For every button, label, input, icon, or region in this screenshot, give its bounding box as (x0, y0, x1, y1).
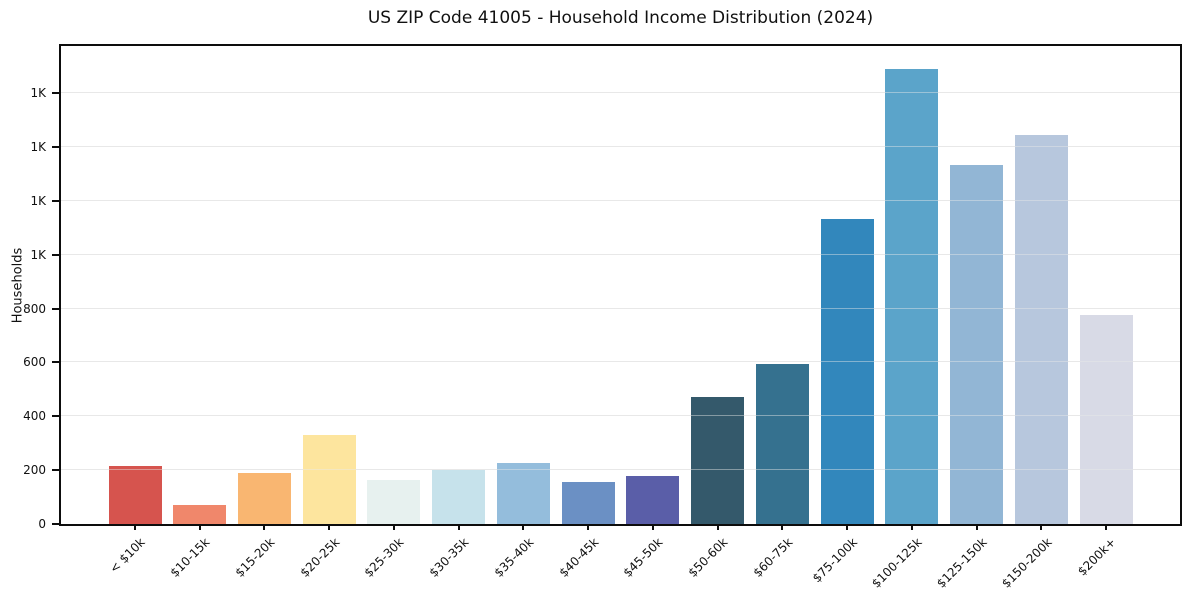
gridline (61, 92, 1180, 94)
x-tick-label: $20-25k (297, 535, 343, 580)
bar (885, 69, 939, 524)
gridline (61, 469, 1180, 471)
x-tick-label: $150-200k (998, 535, 1055, 590)
x-tick-label: $200k+ (1075, 535, 1119, 579)
x-tick-mark (651, 524, 654, 530)
bar (691, 397, 745, 524)
bar (108, 466, 162, 524)
gridline-overlay (61, 361, 1180, 363)
y-axis-label: Households (10, 247, 26, 324)
bar (173, 505, 227, 524)
gridline (61, 253, 1180, 255)
x-tick-mark (328, 524, 331, 530)
x-tick-mark (457, 524, 460, 530)
bar (820, 218, 874, 524)
gridline-overlay (61, 307, 1180, 309)
y-tick-mark (52, 92, 59, 95)
x-tick-label: $60-75k (750, 535, 796, 580)
y-tick-mark (52, 523, 59, 525)
bar (302, 435, 356, 524)
bar (432, 469, 486, 524)
bar (1014, 135, 1068, 524)
x-tick-label: $100-125k (869, 535, 925, 590)
y-tick-mark (52, 469, 59, 472)
bar (1079, 315, 1133, 524)
gridline-overlay (61, 199, 1180, 201)
x-tick-label: < $10k (107, 535, 148, 576)
y-tick-mark (52, 145, 59, 148)
x-tick-mark (781, 524, 784, 530)
gridline-overlay (61, 415, 1180, 417)
bar (626, 475, 680, 524)
x-tick-label: $25-30k (361, 535, 407, 580)
x-tick-mark (975, 524, 978, 530)
x-tick-label: $125-150k (933, 535, 990, 590)
y-tick-mark (52, 415, 59, 418)
bar (755, 364, 809, 524)
x-tick-mark (198, 524, 201, 530)
y-tick-mark (52, 361, 59, 364)
x-tick-label: $50-60k (685, 535, 731, 580)
x-tick-mark (263, 524, 266, 530)
y-tick-mark (52, 307, 59, 310)
gridline (61, 307, 1180, 309)
gridline-overlay (61, 469, 1180, 471)
x-tick-label: $15-20k (232, 535, 278, 580)
x-tick-label: $40-45k (556, 535, 602, 580)
gridline (61, 415, 1180, 417)
gridline (61, 146, 1180, 147)
y-tick-label: 0 (38, 517, 46, 531)
chart-title: US ZIP Code 41005 - Household Income Dis… (367, 8, 874, 28)
x-tick-label: $10-15k (167, 535, 213, 580)
gridline-overlay (61, 146, 1180, 147)
y-tick-label: 200 (23, 463, 46, 478)
y-tick-label: 1K (30, 193, 46, 208)
y-tick-mark (52, 199, 59, 202)
gridline-overlay (61, 92, 1180, 94)
x-tick-mark (910, 524, 913, 530)
bar (496, 462, 550, 524)
x-tick-mark (1040, 524, 1043, 530)
bar (237, 472, 291, 524)
y-tick-label: 600 (23, 355, 46, 370)
x-tick-label: $35-40k (491, 535, 537, 580)
x-tick-mark (846, 524, 849, 530)
x-tick-label: $45-50k (620, 535, 666, 580)
x-tick-mark (587, 524, 590, 530)
y-tick-label: 1K (30, 86, 46, 101)
x-tick-mark (134, 524, 136, 530)
plot-area (59, 44, 1182, 526)
bar (367, 479, 421, 524)
x-tick-mark (392, 524, 395, 530)
y-tick-label: 800 (23, 301, 46, 316)
x-tick-label: $75-100k (809, 535, 860, 586)
gridline (61, 199, 1180, 201)
y-tick-mark (52, 253, 59, 256)
y-tick-label: 1K (30, 139, 46, 154)
bar (561, 481, 615, 524)
x-tick-mark (522, 524, 525, 530)
y-tick-label: 1K (30, 247, 46, 262)
x-tick-label: $30-35k (426, 535, 472, 580)
bar (950, 164, 1004, 524)
x-tick-mark (1105, 524, 1107, 530)
y-tick-label: 400 (23, 409, 46, 424)
x-tick-mark (716, 524, 719, 530)
gridline (61, 361, 1180, 363)
gridline-overlay (61, 253, 1180, 255)
